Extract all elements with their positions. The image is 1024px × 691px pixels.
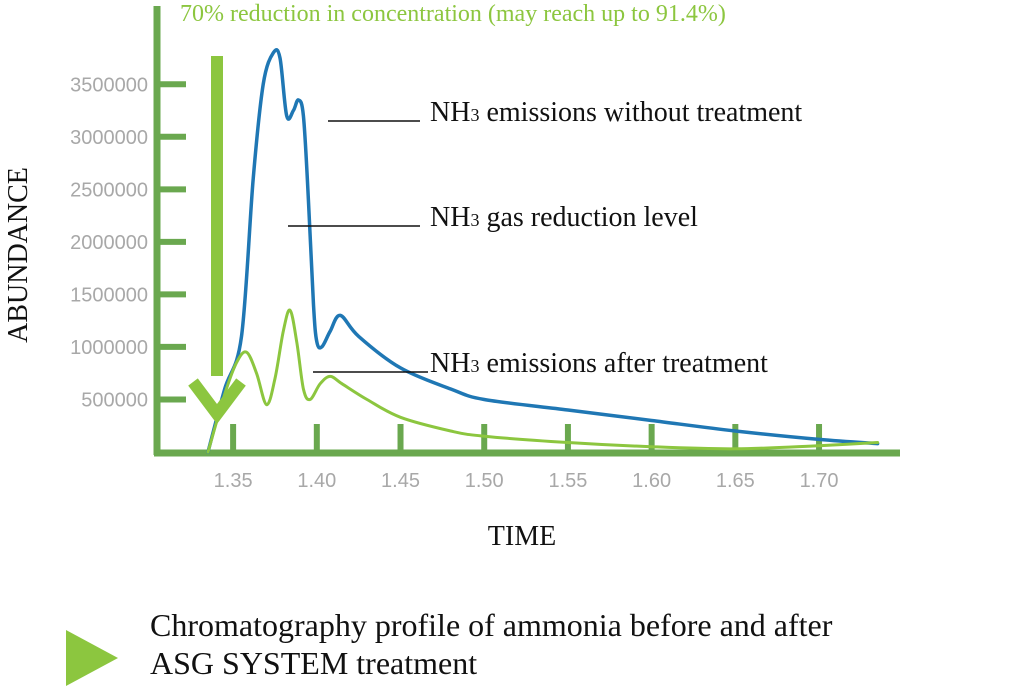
x-tick-label: 1.45 [381, 470, 420, 492]
annotations: NH3 emissions without treatment NH3 gas r… [288, 97, 802, 379]
y-tick-label: 2500000 [70, 179, 148, 201]
x-axis-ticks: 1.35 1.40 1.45 1.50 1.55 1.60 1.65 1.70 [214, 424, 839, 492]
y-tick-label: 1000000 [70, 337, 148, 359]
y-tick-label: 1500000 [70, 284, 148, 306]
caption-line-2: ASG SYSTEM treatment [150, 645, 478, 681]
caption-line-1: Chromatography profile of ammonia before… [150, 607, 833, 643]
y-tick-label: 3000000 [70, 127, 148, 149]
y-axis-ticks: 500000 1000000 1500000 2000000 2500000 300000… [70, 74, 186, 411]
reduction-banner: 70% reduction in concentration (may reac… [180, 1, 726, 27]
y-tick-label: 2000000 [70, 232, 148, 254]
reduction-arrow-icon [188, 56, 246, 424]
y-tick-label: 3500000 [70, 74, 148, 96]
x-tick-label: 1.65 [716, 470, 755, 492]
chart-axes [153, 6, 900, 457]
y-axis-label: ABUNDANCE [3, 167, 34, 343]
chart-caption: Chromatography profile of ammonia before… [150, 606, 1000, 682]
annotation-label: NH3 emissions after treatment [430, 348, 768, 379]
series-line-without-treatment [206, 47, 880, 454]
annotation-label: NH3 gas reduction level [430, 202, 698, 233]
x-tick-label: 1.50 [465, 470, 504, 492]
x-tick-label: 1.60 [632, 470, 671, 492]
x-axis-label: TIME [488, 521, 556, 552]
play-arrow-icon [66, 630, 118, 686]
series-line-after-treatment [206, 308, 880, 454]
annotation-label: NH3 emissions without treatment [430, 97, 802, 128]
chart-series [206, 47, 880, 454]
x-tick-label: 1.35 [214, 470, 253, 492]
x-tick-label: 1.70 [800, 470, 839, 492]
x-tick-label: 1.40 [297, 470, 336, 492]
y-tick-label: 500000 [81, 389, 148, 411]
x-tick-label: 1.55 [548, 470, 587, 492]
